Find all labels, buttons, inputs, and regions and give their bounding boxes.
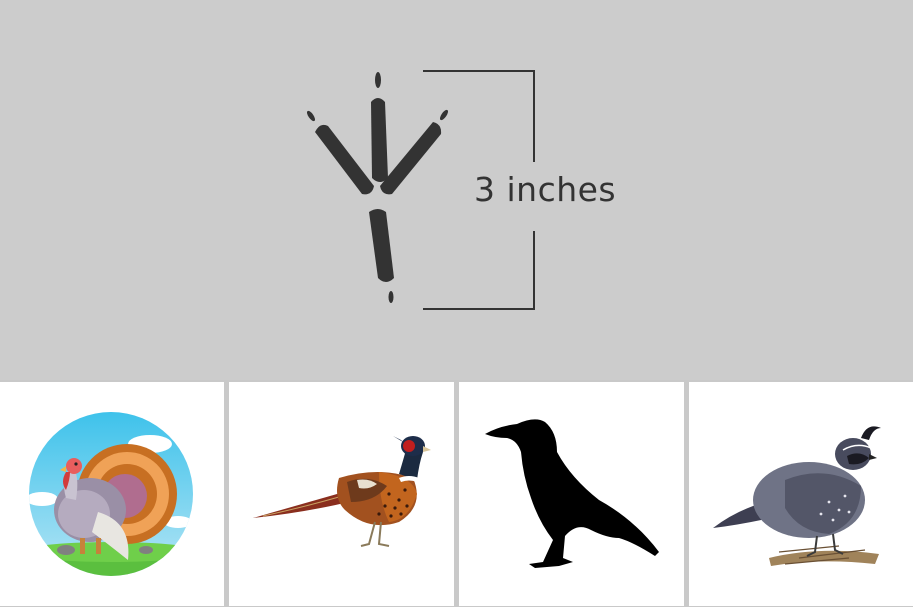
crow-silhouette-icon: [485, 419, 659, 568]
footprint-toe-tip: [375, 72, 381, 88]
footprint-left-toe: [315, 124, 374, 195]
quail-choice[interactable]: [689, 382, 913, 606]
track-size-label: 3 inches: [474, 170, 617, 209]
footprint-toe-tip: [306, 110, 316, 122]
footprint-right-toe: [380, 122, 442, 195]
pheasant-icon: [253, 436, 431, 547]
bird-footprint-icon: [306, 70, 535, 310]
turkey-choice[interactable]: [0, 382, 224, 606]
track-panel: 3 inches: [306, 70, 617, 310]
bird-choices: [0, 380, 913, 607]
footprint-back-toe: [369, 209, 394, 282]
footprint-heel-tip: [388, 291, 394, 303]
footprint-toe-tip: [439, 109, 449, 121]
pheasant-choice[interactable]: [229, 382, 454, 606]
measurement-bracket: [423, 70, 535, 310]
quail-icon: [713, 426, 881, 566]
crow-choice[interactable]: [459, 382, 684, 606]
footprint-middle-toe: [371, 98, 388, 182]
turkey-icon: [29, 412, 193, 576]
